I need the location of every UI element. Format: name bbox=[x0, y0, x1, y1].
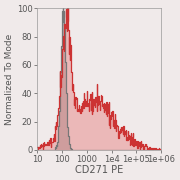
Y-axis label: Normalized To Mode: Normalized To Mode bbox=[5, 33, 14, 125]
X-axis label: CD271 PE: CD271 PE bbox=[75, 165, 123, 175]
